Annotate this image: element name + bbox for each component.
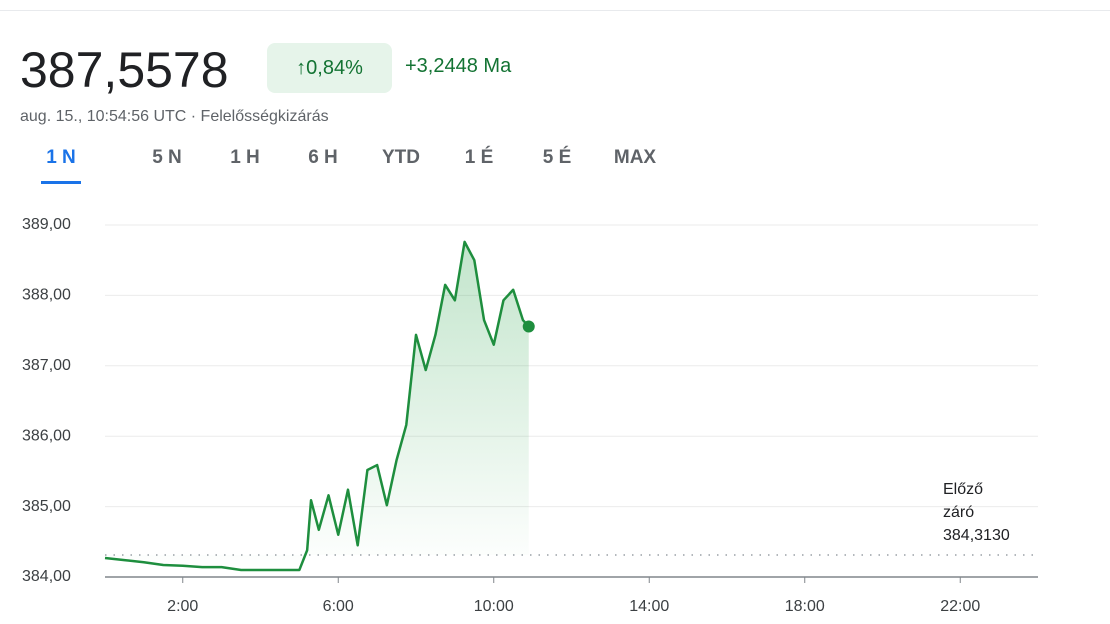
timestamp: aug. 15., 10:54:56 UTC: [20, 108, 187, 125]
x-tick-label: 18:00: [785, 598, 825, 615]
y-tick-label: 384,00: [22, 568, 71, 585]
arrow-icon: ↑: [296, 56, 307, 79]
disclaimer-link[interactable]: Felelősségkizárás: [200, 108, 329, 125]
x-tick-label: 14:00: [629, 598, 669, 615]
range-tab[interactable]: YTD: [382, 147, 420, 168]
divider: [0, 10, 1110, 11]
y-tick-label: 386,00: [22, 427, 71, 444]
change-badge: ↑ 0,84%: [267, 43, 392, 93]
area-fill: [105, 241, 529, 570]
range-tab[interactable]: 1 N: [41, 147, 81, 184]
price: 387,5578: [20, 42, 229, 98]
y-tick-label: 389,00: [22, 216, 71, 233]
range-tabs: 1 N 5 N 1 H 6 H YTD 1 É 5 É MAX: [20, 147, 674, 184]
reference-label: Előző záró 384,3130: [943, 478, 1038, 547]
reference-value: 384,3130: [943, 527, 1010, 544]
range-tab[interactable]: 1 H: [230, 147, 260, 168]
y-tick-label: 387,00: [22, 357, 71, 374]
range-tab[interactable]: 5 É: [542, 147, 572, 168]
change-percent: 0,84%: [306, 56, 363, 79]
reference-title: Előző záró: [943, 481, 984, 521]
last-point: [522, 320, 535, 333]
price-line: [104, 240, 530, 572]
range-tab[interactable]: 6 H: [308, 147, 338, 168]
y-tick-label: 388,00: [22, 287, 71, 304]
subtitle: aug. 15., 10:54:56 UTC · Felelősségkizár…: [20, 108, 329, 125]
change-value: +3,2448 Ma: [405, 55, 512, 77]
y-tick-label: 385,00: [22, 498, 71, 515]
range-tab[interactable]: MAX: [613, 147, 657, 168]
range-tab[interactable]: 5 N: [152, 147, 182, 168]
x-tick-label: 6:00: [323, 598, 354, 615]
x-tick-label: 10:00: [474, 598, 514, 615]
x-tick-label: 2:00: [167, 598, 198, 615]
range-tab[interactable]: 1 É: [464, 147, 494, 168]
x-tick-label: 22:00: [940, 598, 980, 615]
